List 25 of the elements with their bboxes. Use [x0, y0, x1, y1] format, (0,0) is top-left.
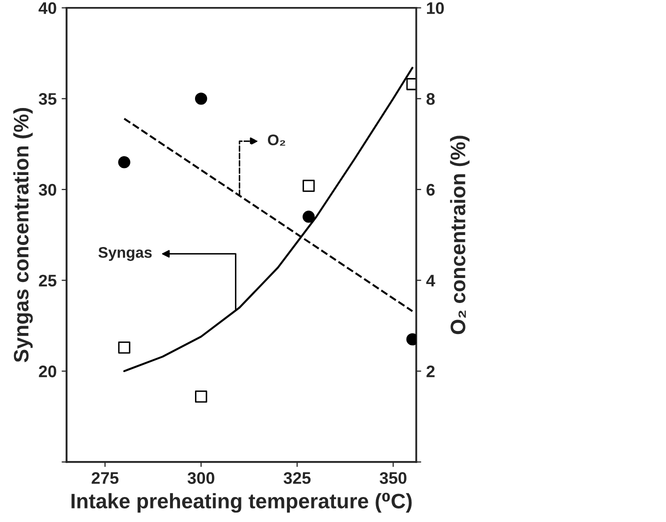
x-tick-label: 300 [188, 472, 214, 484]
annotation: O₂ [268, 134, 286, 146]
point [302, 210, 315, 223]
x-tick-label: 325 [284, 472, 311, 484]
y2-tick-label: 4 [426, 274, 436, 286]
y-tick-label: 25 [38, 274, 56, 287]
point [118, 341, 130, 354]
y-tick-label: 40 [38, 2, 56, 14]
x-axis-title: Intake preheating temperature (⁰C) [72, 492, 412, 513]
annotation: Syngas [98, 247, 152, 261]
y2-axis-title: O₂ concentraion (%) [450, 136, 470, 334]
y2-tick-label: 10 [427, 2, 444, 14]
y-tick-label: 30 [38, 184, 56, 196]
point [195, 390, 208, 403]
y-tick-label: 35 [38, 93, 56, 105]
point [118, 156, 130, 168]
y-tick-label: 20 [38, 366, 56, 378]
x-tick-label: 275 [92, 472, 118, 484]
y-axis-title: Syngas concentration (%) [13, 108, 33, 362]
point [302, 180, 315, 192]
y2-tick-label: 6 [426, 184, 435, 196]
y2-tick-label: 2 [426, 366, 435, 378]
x-tick-label: 350 [380, 472, 406, 484]
y2-tick-label: 8 [426, 93, 435, 105]
point [195, 92, 208, 105]
